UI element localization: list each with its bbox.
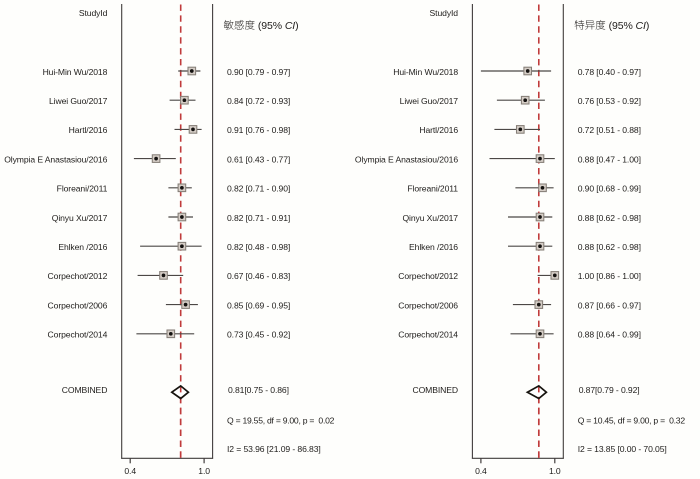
- svg-text:Olympia E Anastasiou/2016: Olympia E Anastasiou/2016: [355, 154, 458, 164]
- svg-text:0.84 [0.72 - 0.93]: 0.84 [0.72 - 0.93]: [227, 96, 290, 106]
- svg-text:Floreani/2011: Floreani/2011: [407, 184, 458, 194]
- svg-text:Corpechot/2006: Corpechot/2006: [48, 300, 108, 310]
- svg-text:1.0: 1.0: [549, 466, 561, 476]
- svg-text:StudyId: StudyId: [430, 8, 459, 18]
- svg-text:Qinyu Xu/2017: Qinyu Xu/2017: [52, 213, 108, 223]
- svg-text:Hartl/2016: Hartl/2016: [419, 125, 458, 135]
- svg-text:(95% CI): (95% CI): [258, 20, 299, 32]
- svg-text:0.4: 0.4: [475, 466, 487, 476]
- svg-text:Hartl/2016: Hartl/2016: [69, 125, 108, 135]
- svg-text:Olympia E Anastasiou/2016: Olympia E Anastasiou/2016: [4, 154, 107, 164]
- svg-text:Hui-Min Wu/2018: Hui-Min Wu/2018: [43, 67, 108, 77]
- svg-text:0.87[0.79 - 0.92]: 0.87[0.79 - 0.92]: [579, 385, 640, 395]
- svg-text:1.00 [0.86 - 1.00]: 1.00 [0.86 - 1.00]: [578, 271, 641, 281]
- svg-text:StudyId: StudyId: [79, 8, 108, 18]
- svg-text:0.61 [0.43 - 0.77]: 0.61 [0.43 - 0.77]: [227, 154, 290, 164]
- svg-text:0.78 [0.40 - 0.97]: 0.78 [0.40 - 0.97]: [578, 67, 641, 77]
- svg-text:COMBINED: COMBINED: [62, 385, 108, 395]
- svg-text:0.88 [0.62 - 0.98]: 0.88 [0.62 - 0.98]: [578, 213, 641, 223]
- svg-text:COMBINED: COMBINED: [412, 385, 458, 395]
- svg-text:Q = 10.45, df = 9.00, p = 0.3: Q = 10.45, df = 9.00, p = 0.32: [578, 416, 686, 426]
- svg-text:0.72 [0.51 - 0.88]: 0.72 [0.51 - 0.88]: [578, 125, 641, 135]
- svg-text:0.88 [0.47 - 1.00]: 0.88 [0.47 - 1.00]: [578, 154, 641, 164]
- svg-text:Qinyu Xu/2017: Qinyu Xu/2017: [402, 213, 458, 223]
- svg-text:0.90 [0.79 - 0.97]: 0.90 [0.79 - 0.97]: [227, 67, 290, 77]
- svg-text:I2 = 53.96 [21.09 - 86.83]: I2 = 53.96 [21.09 - 86.83]: [227, 444, 321, 454]
- svg-text:0.90 [0.68 - 0.99]: 0.90 [0.68 - 0.99]: [578, 184, 641, 194]
- svg-text:0.4: 0.4: [124, 466, 136, 476]
- svg-text:Corpechot/2006: Corpechot/2006: [398, 300, 458, 310]
- svg-text:Corpechot/2012: Corpechot/2012: [48, 271, 108, 281]
- svg-text:Liwei Guo/2017: Liwei Guo/2017: [49, 96, 108, 106]
- svg-text:1.0: 1.0: [198, 466, 210, 476]
- svg-text:Corpechot/2014: Corpechot/2014: [398, 330, 458, 340]
- svg-text:0.85 [0.69 - 0.95]: 0.85 [0.69 - 0.95]: [227, 300, 290, 310]
- svg-text:0.82 [0.71 - 0.91]: 0.82 [0.71 - 0.91]: [227, 213, 290, 223]
- svg-text:0.73 [0.45 - 0.92]: 0.73 [0.45 - 0.92]: [227, 330, 290, 340]
- svg-text:Floreani/2011: Floreani/2011: [57, 184, 108, 194]
- svg-text:0.87 [0.66 - 0.97]: 0.87 [0.66 - 0.97]: [578, 300, 641, 310]
- svg-text:Ehlken /2016: Ehlken /2016: [58, 242, 107, 252]
- svg-text:Q = 19.55, df = 9.00, p = 0.0: Q = 19.55, df = 9.00, p = 0.02: [227, 416, 335, 426]
- svg-text:0.82 [0.48 - 0.98]: 0.82 [0.48 - 0.98]: [227, 242, 290, 252]
- svg-text:Hui-Min Wu/2018: Hui-Min Wu/2018: [393, 67, 458, 77]
- svg-text:0.81[0.75 - 0.86]: 0.81[0.75 - 0.86]: [228, 385, 289, 395]
- svg-text:Corpechot/2012: Corpechot/2012: [398, 271, 458, 281]
- svg-text:I2 = 13.85 [0.00 - 70.05]: I2 = 13.85 [0.00 - 70.05]: [578, 444, 667, 454]
- svg-text:0.88 [0.64 - 0.99]: 0.88 [0.64 - 0.99]: [578, 330, 641, 340]
- svg-text:Liwei Guo/2017: Liwei Guo/2017: [400, 96, 459, 106]
- svg-text:0.88 [0.62 - 0.98]: 0.88 [0.62 - 0.98]: [578, 242, 641, 252]
- svg-text:0.91 [0.76 - 0.98]: 0.91 [0.76 - 0.98]: [227, 125, 290, 135]
- svg-text:0.67 [0.46 - 0.83]: 0.67 [0.46 - 0.83]: [227, 271, 290, 281]
- svg-text:0.76 [0.53 - 0.92]: 0.76 [0.53 - 0.92]: [578, 96, 641, 106]
- svg-text:(95% CI): (95% CI): [609, 20, 650, 32]
- svg-text:Corpechot/2014: Corpechot/2014: [48, 330, 108, 340]
- svg-text:Ehlken /2016: Ehlken /2016: [409, 242, 458, 252]
- svg-text:0.82 [0.71 - 0.90]: 0.82 [0.71 - 0.90]: [227, 184, 290, 194]
